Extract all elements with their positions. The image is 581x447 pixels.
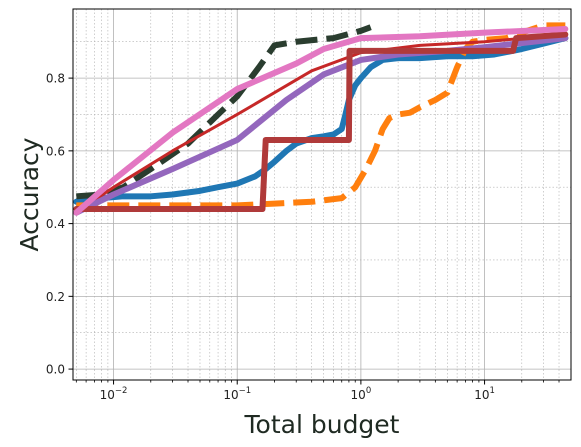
- y-tick-label: 0.2: [46, 290, 65, 304]
- x-axis-label: Total budget: [244, 410, 400, 439]
- series-line-4: [74, 32, 567, 215]
- series-line-7: [73, 26, 569, 216]
- y-tick-label: 0.4: [46, 217, 65, 231]
- x-tick-label: 100: [351, 386, 372, 402]
- ticks: 10−2 10−1 100 101 0.0 0.2 0.4 0.6 0.8: [46, 72, 560, 402]
- y-axis-label: Accuracy: [15, 137, 44, 251]
- x-tick-label: 101: [474, 386, 495, 402]
- series-line-5: [73, 35, 569, 216]
- y-tick-label: 0.0: [46, 363, 65, 377]
- y-tick-label: 0.6: [46, 144, 65, 158]
- series-line-1: [73, 35, 569, 205]
- grid: [73, 9, 571, 380]
- series-line-2: [76, 22, 566, 209]
- x-tick-label: 10−1: [223, 386, 251, 402]
- plot-frame: [72, 8, 572, 381]
- series-line-6: [73, 31, 569, 213]
- y-tick-label: 0.8: [46, 72, 65, 86]
- x-tick-label: 10−2: [100, 386, 128, 402]
- series-layer: [73, 22, 569, 216]
